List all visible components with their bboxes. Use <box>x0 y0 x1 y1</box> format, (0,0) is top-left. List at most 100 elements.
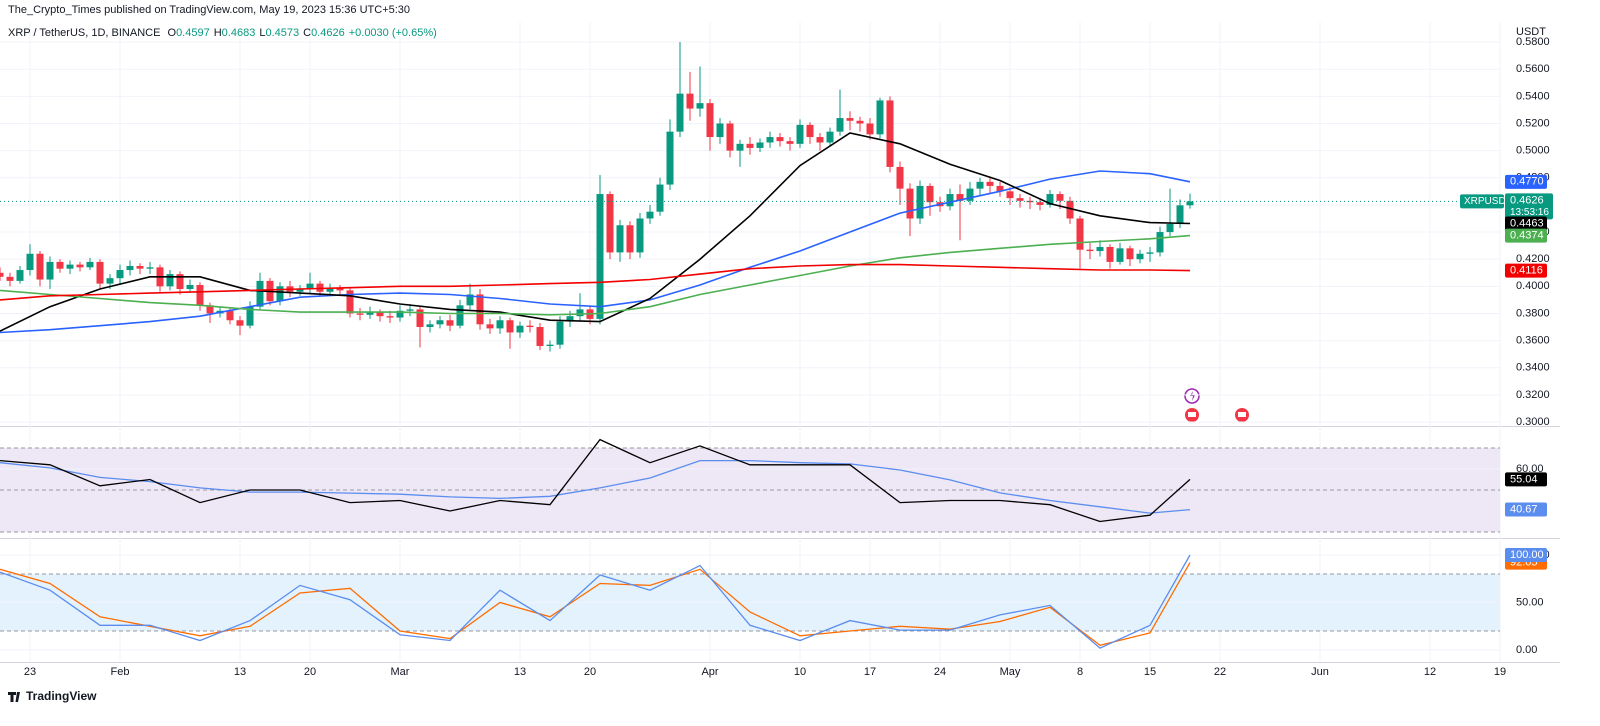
axis-unit: USDT <box>1516 26 1546 38</box>
y-tick-label: 0.3200 <box>1516 389 1550 401</box>
last-value-label-box <box>1505 228 1547 243</box>
symbol-box <box>1460 194 1504 209</box>
ohlc-value: 0.4683 <box>221 27 256 39</box>
candle-body <box>1046 194 1054 205</box>
last-value-label-box <box>1505 548 1547 563</box>
candle-body <box>1006 191 1014 199</box>
candle-body <box>1036 202 1044 205</box>
last-value-label: 0.4463 <box>1510 217 1544 229</box>
candle-body <box>1076 218 1084 250</box>
x-tick-label: Mar <box>391 666 410 678</box>
x-tick-label: 17 <box>864 666 876 678</box>
series-line <box>0 132 1191 332</box>
candle-body <box>696 103 704 109</box>
candle-body <box>656 184 664 212</box>
candle-body <box>526 325 534 328</box>
y-tick-label: 0.5800 <box>1516 36 1550 48</box>
candle-body <box>616 225 624 253</box>
candle-body <box>1066 200 1074 219</box>
y-tick-label: 0.5400 <box>1516 90 1550 102</box>
candle-body <box>846 118 854 121</box>
price-box <box>1505 193 1553 220</box>
candle-body <box>66 264 74 269</box>
candle-body <box>1056 194 1064 201</box>
last-value-label-box <box>1505 472 1547 487</box>
candle-body <box>726 123 734 151</box>
candle-body <box>456 305 464 326</box>
candle-body <box>546 344 554 347</box>
y-tick-label: 0.00 <box>1516 644 1537 656</box>
candle-body <box>256 280 264 307</box>
marks-layer <box>0 42 1500 649</box>
candle-body <box>116 270 124 279</box>
candle-body <box>926 185 934 203</box>
candle-body <box>226 310 234 321</box>
candle-body <box>246 306 254 326</box>
last-value-label-box <box>1505 502 1547 517</box>
x-tick-label: 13 <box>514 666 526 678</box>
candle-body <box>626 225 634 253</box>
candle-body <box>1106 246 1114 262</box>
y-tick-label: 0.3600 <box>1516 335 1550 347</box>
candle-body <box>896 166 904 189</box>
candle-body <box>966 188 974 201</box>
candle-body <box>886 100 894 167</box>
candle-body <box>1026 200 1034 203</box>
x-tick-label: 23 <box>24 666 36 678</box>
series-line <box>0 234 1191 316</box>
candle-body <box>386 316 394 318</box>
candle-body <box>536 327 544 347</box>
candle-body <box>876 100 884 135</box>
x-tick-label: Apr <box>701 666 718 678</box>
candle-body <box>956 194 964 201</box>
candle-body <box>506 320 514 333</box>
candle-body <box>996 185 1004 192</box>
candle-body <box>686 93 694 109</box>
candle-body <box>676 93 684 132</box>
last-value-label: 0.4374 <box>1510 229 1544 241</box>
candle-body <box>196 284 204 306</box>
candle-body <box>356 313 364 315</box>
candle-body <box>736 143 744 151</box>
series-line <box>0 263 1191 301</box>
y-tick-label: 50.00 <box>1516 596 1544 608</box>
candle-body <box>1176 205 1184 224</box>
candle-body <box>396 310 404 318</box>
candle-body <box>716 123 724 138</box>
candle-body <box>6 276 14 281</box>
ohlc-label: L <box>259 27 266 39</box>
candle-body <box>126 265 134 271</box>
candle-body <box>96 261 104 284</box>
candle-body <box>646 211 654 219</box>
last-value-label: 55.04 <box>1510 473 1538 485</box>
candle-body <box>916 185 924 219</box>
candle-body <box>76 264 84 268</box>
ohlc-value: 0.4626 <box>311 27 345 39</box>
symbol-line: XRP / TetherUS, 1D, BINANCE O0.4597 H0.46… <box>8 27 441 39</box>
y-tick-label: 0.5000 <box>1516 145 1550 157</box>
y-tick-label: 0.3400 <box>1516 362 1550 374</box>
series-line <box>0 459 1191 514</box>
x-tick-label: 20 <box>584 666 596 678</box>
publisher-text: The_Crypto_Times published on TradingVie… <box>8 4 411 16</box>
x-tick-label: 10 <box>794 666 806 678</box>
candle-body <box>1086 249 1094 252</box>
candle-body <box>466 294 474 306</box>
candle-body <box>986 181 994 186</box>
candle-body <box>36 253 44 280</box>
symbol-label: XRPUSDT <box>1464 196 1512 207</box>
symbol: XRP / TetherUS, 1D, BINANCE <box>8 27 161 39</box>
y-tick-label: 0.3000 <box>1516 416 1550 428</box>
candle-body <box>766 137 774 143</box>
series-line <box>0 170 1191 334</box>
candle-body <box>566 316 574 322</box>
candle-body <box>746 143 754 148</box>
y-tick-label: 60.00 <box>1516 463 1544 475</box>
candle-body <box>606 194 614 253</box>
candle-body <box>516 325 524 333</box>
candle-body <box>306 283 314 290</box>
series-line <box>0 562 1191 647</box>
candle-body <box>1166 223 1174 233</box>
candle-body <box>1186 201 1194 206</box>
candle-body <box>806 124 814 138</box>
